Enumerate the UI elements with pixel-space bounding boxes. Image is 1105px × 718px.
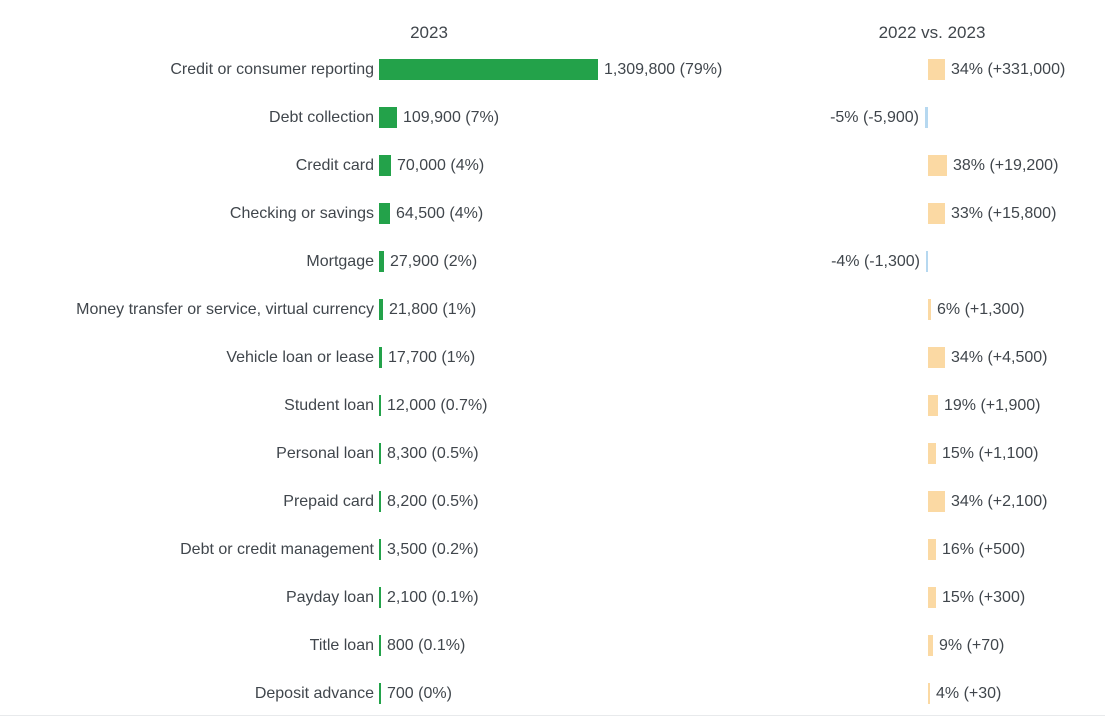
change-data-label-increase: 33% (+15,800) [951,205,1057,222]
chart-row: Mortgage 27,900 (2%) -4% (-1,300) [0,238,1105,286]
category-label: Student loan [284,397,374,414]
change-data-label-increase: 19% (+1,900) [944,397,1041,414]
change-bar-decrease [925,107,928,128]
bottom-divider [0,715,1105,716]
category-label: Money transfer or service, virtual curre… [76,301,374,318]
volume-data-label: 8,200 (0.5%) [387,493,479,510]
category-label: Credit card [295,157,374,174]
volume-data-label: 17,700 (1%) [388,349,476,366]
category-label: Vehicle loan or lease [226,349,374,366]
volume-data-label: 2,100 (0.1%) [387,589,479,606]
volume-data-label: 8,300 (0.5%) [387,445,479,462]
chart-row: Title loan 800 (0.1%) 9% (+70) [0,622,1105,670]
change-bar-increase [928,395,938,416]
change-data-label-increase: 34% (+331,000) [951,61,1066,78]
change-data-label-increase: 34% (+2,100) [951,493,1048,510]
chart-row: Student loan 12,000 (0.7%) 19% (+1,900) [0,382,1105,430]
category-label: Prepaid card [283,493,374,510]
category-label: Checking or savings [229,205,374,222]
change-data-label-decrease: -5% (-5,900) [830,109,919,126]
volume-bar-2023 [379,683,381,704]
category-label: Payday loan [285,589,374,606]
chart-row: Money transfer or service, virtual curre… [0,286,1105,334]
category-label: Personal loan [276,445,374,462]
chart-row: Prepaid card 8,200 (0.5%) 34% (+2,100) [0,478,1105,526]
column-header-2023: 2023 [410,23,448,42]
category-label: Debt collection [269,109,374,126]
volume-bar-2023 [379,299,383,320]
change-bar-increase [928,155,947,176]
volume-data-label: 3,500 (0.2%) [387,541,479,558]
change-bar-decrease [926,251,928,272]
volume-bar-2023 [379,635,381,656]
change-data-label-increase: 34% (+4,500) [951,349,1048,366]
volume-data-label: 70,000 (4%) [397,157,485,174]
volume-data-label: 1,309,800 (79%) [604,61,723,78]
change-bar-increase [928,683,930,704]
volume-data-label: 800 (0.1%) [387,637,466,654]
volume-data-label: 21,800 (1%) [389,301,477,318]
category-label: Debt or credit management [180,541,374,558]
volume-bar-2023 [379,587,381,608]
volume-data-label: 700 (0%) [387,685,452,702]
column-header-2022-vs-2023: 2022 vs. 2023 [878,23,986,42]
volume-bar-2023 [379,107,397,128]
volume-data-label: 27,900 (2%) [390,253,478,270]
change-bar-increase [928,587,936,608]
category-label: Title loan [309,637,374,654]
change-bar-increase [928,59,945,80]
change-data-label-increase: 38% (+19,200) [953,157,1059,174]
chart-row: Debt collection 109,900 (7%) -5% (-5,900) [0,94,1105,142]
change-data-label-increase: 16% (+500) [942,541,1026,558]
change-data-label-decrease: -4% (-1,300) [831,253,920,270]
volume-bar-2023 [379,203,390,224]
volume-bar-2023 [379,443,381,464]
category-label: Mortgage [306,253,374,270]
category-label: Credit or consumer reporting [170,61,374,78]
volume-bar-2023 [379,59,598,80]
change-bar-increase [928,347,945,368]
change-data-label-increase: 15% (+300) [942,589,1026,606]
volume-data-label: 64,500 (4%) [396,205,484,222]
change-bar-increase [928,203,945,224]
volume-data-label: 109,900 (7%) [403,109,500,126]
chart-rows: Credit or consumer reporting 1,309,800 (7… [0,46,1105,718]
chart-row: Debt or credit management 3,500 (0.2%) 16%… [0,526,1105,574]
category-label: Deposit advance [254,685,374,702]
chart-row: Vehicle loan or lease 17,700 (1%) 34% (+4,… [0,334,1105,382]
change-data-label-increase: 4% (+30) [936,685,1002,702]
chart-row: Credit or consumer reporting 1,309,800 (7… [0,46,1105,94]
chart-row: Personal loan 8,300 (0.5%) 15% (+1,100) [0,430,1105,478]
change-bar-increase [928,539,936,560]
volume-bar-2023 [379,347,382,368]
change-bar-increase [928,635,933,656]
change-data-label-increase: 9% (+70) [939,637,1005,654]
change-bar-increase [928,443,936,464]
volume-bar-2023 [379,251,384,272]
volume-data-label: 12,000 (0.7%) [387,397,488,414]
volume-bar-2023 [379,491,381,512]
chart-row: Payday loan 2,100 (0.1%) 15% (+300) [0,574,1105,622]
chart-row: Checking or savings 64,500 (4%) 33% (+15,8… [0,190,1105,238]
change-bar-increase [928,491,945,512]
volume-bar-2023 [379,395,381,416]
chart-row: Deposit advance 700 (0%) 4% (+30) [0,670,1105,718]
volume-bar-2023 [379,539,381,560]
change-data-label-increase: 15% (+1,100) [942,445,1039,462]
volume-bar-2023 [379,155,391,176]
chart-row: Credit card 70,000 (4%) 38% (+19,200) [0,142,1105,190]
change-data-label-increase: 6% (+1,300) [937,301,1025,318]
change-bar-increase [928,299,931,320]
